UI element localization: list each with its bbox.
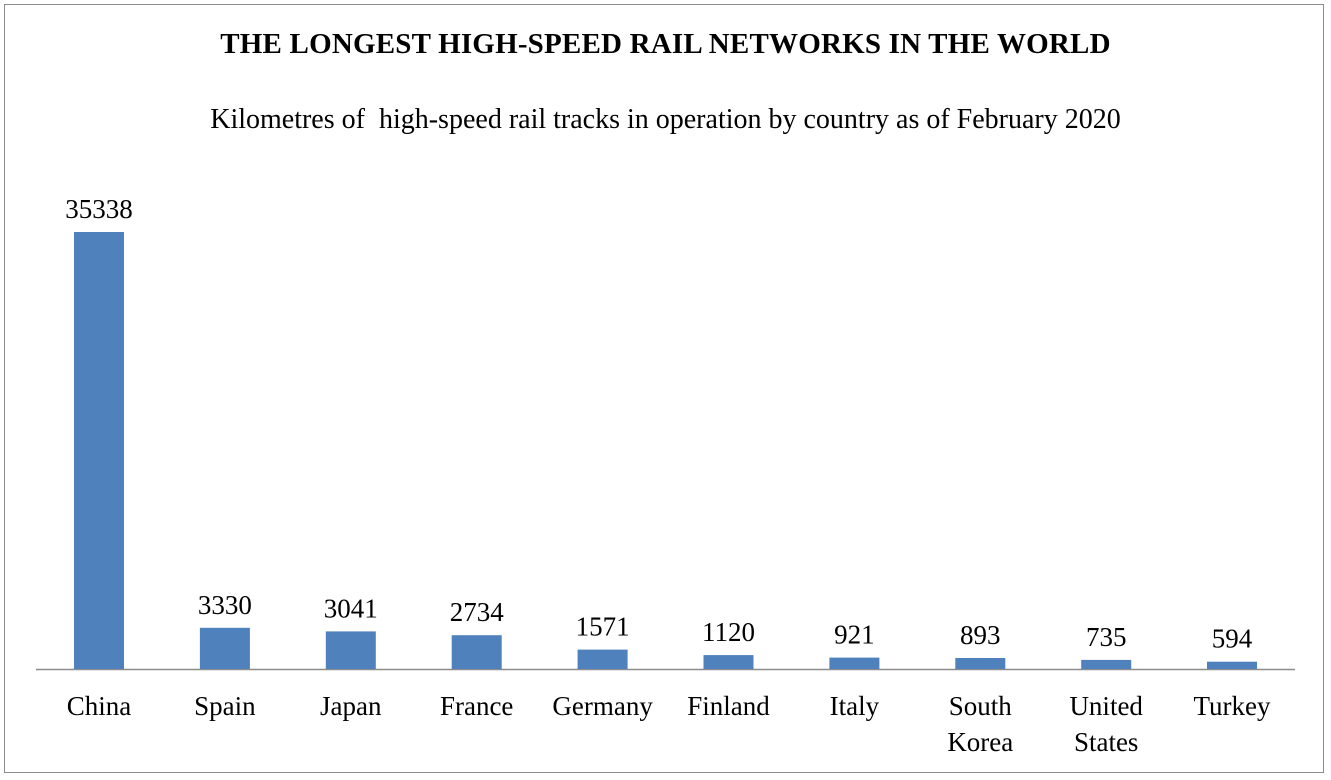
chart-title: THE LONGEST HIGH-SPEED RAIL NETWORKS IN …	[220, 28, 1111, 60]
bar-italy	[829, 657, 880, 669]
data-label-spain: 3330	[198, 590, 252, 620]
data-label-south-korea: 893	[960, 620, 1001, 650]
category-label-united-states: United States	[1069, 691, 1143, 757]
data-label-united-states: 735	[1086, 622, 1127, 652]
category-label-china: China	[67, 691, 132, 721]
bar-south-korea	[955, 658, 1006, 669]
bar-china	[74, 232, 124, 669]
chart-subtitle: Kilometres of high-speed rail tracks in …	[210, 104, 1121, 135]
category-label-germany: Germany	[552, 691, 653, 721]
category-label-turkey: Turkey	[1193, 691, 1271, 721]
data-label-italy: 921	[834, 620, 875, 650]
category-label-japan: Japan	[320, 691, 382, 721]
data-label-france: 2734	[450, 597, 505, 627]
bar-finland	[703, 655, 754, 669]
bar-japan	[325, 631, 376, 669]
data-label-china: 35338	[65, 194, 133, 224]
data-label-germany: 1571	[576, 612, 630, 642]
bar-germany	[577, 649, 628, 669]
data-label-turkey: 594	[1212, 624, 1253, 654]
category-label-finland: Finland	[687, 691, 770, 721]
category-label-france: France	[440, 691, 513, 721]
category-label-spain: Spain	[194, 691, 256, 721]
bar-turkey	[1207, 661, 1257, 669]
category-label-south-korea: South Korea	[947, 691, 1013, 757]
bar-group	[74, 232, 1257, 669]
data-label-finland: 1120	[702, 617, 755, 647]
data-label-group: 35338 3330 3041 2734 1571 1120 921 893 735 594	[65, 194, 1253, 654]
category-label-group: China Spain Japan France Germany Finland Italy…	[67, 691, 1271, 757]
bar-france	[451, 635, 502, 669]
data-label-japan: 3041	[324, 593, 378, 623]
bar-spain	[199, 627, 250, 669]
bar-united-states	[1081, 659, 1132, 669]
category-label-italy: Italy	[830, 691, 880, 721]
